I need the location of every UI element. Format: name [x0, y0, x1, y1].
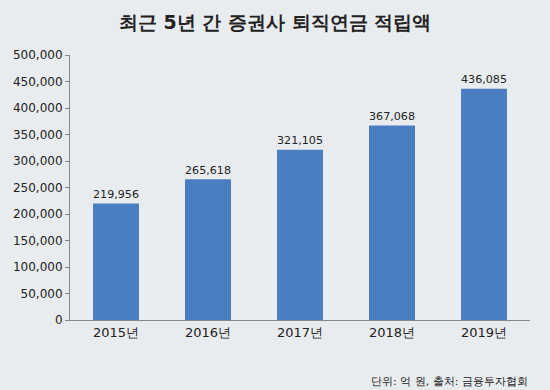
svg-text:436,085: 436,085	[461, 73, 507, 86]
svg-text:350,000: 350,000	[13, 128, 63, 142]
svg-text:50,000: 50,000	[21, 287, 63, 301]
svg-text:250,000: 250,000	[13, 181, 63, 195]
svg-text:400,000: 400,000	[13, 101, 63, 115]
svg-text:2015년: 2015년	[93, 325, 139, 340]
svg-text:367,068: 367,068	[369, 110, 415, 123]
svg-text:200,000: 200,000	[13, 207, 63, 221]
svg-text:단위: 억 원, 출처: 금융투자협회: 단위: 억 원, 출처: 금융투자협회	[371, 375, 528, 388]
svg-text:2019년: 2019년	[461, 325, 507, 340]
svg-text:2017년: 2017년	[277, 325, 323, 340]
svg-text:321,105: 321,105	[277, 134, 323, 147]
svg-text:300,000: 300,000	[13, 154, 63, 168]
svg-text:0: 0	[55, 313, 63, 327]
svg-text:265,618: 265,618	[185, 164, 231, 177]
svg-text:최근 5년 간 증권사 퇴직연금 적립액: 최근 5년 간 증권사 퇴직연금 적립액	[119, 11, 431, 33]
svg-text:100,000: 100,000	[13, 260, 63, 274]
svg-text:500,000: 500,000	[13, 48, 63, 62]
svg-text:2016년: 2016년	[185, 325, 231, 340]
svg-text:150,000: 150,000	[13, 234, 63, 248]
svg-text:450,000: 450,000	[13, 75, 63, 89]
svg-text:219,956: 219,956	[93, 188, 139, 201]
svg-text:2018년: 2018년	[369, 325, 415, 340]
